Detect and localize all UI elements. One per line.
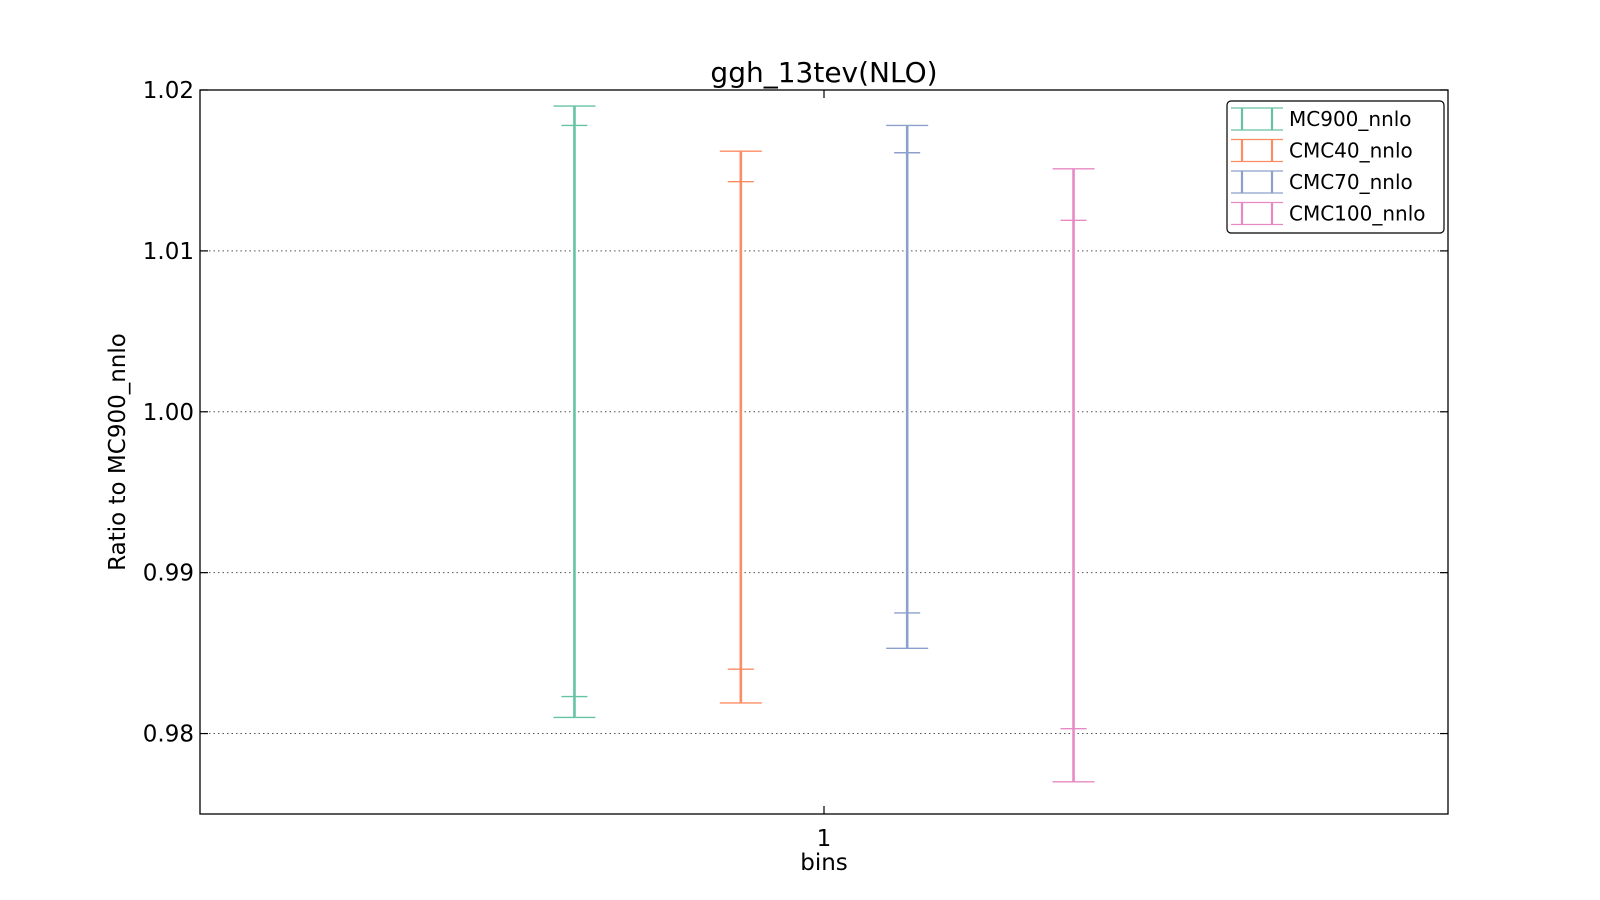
legend-box	[1226, 100, 1445, 234]
y-tick-label: 1.01	[143, 239, 194, 265]
grid	[200, 250, 1448, 735]
y-tick-label: 1.00	[143, 400, 194, 426]
legend-label: CMC100_nnlo	[1289, 202, 1426, 226]
chart-title: ggh_13tev(NLO)	[710, 56, 937, 89]
x-tick-label: 1	[817, 826, 832, 852]
legend-item-MC900_nnlo: MC900_nnlo	[1231, 107, 1412, 131]
legend-item-CMC70_nnlo: CMC70_nnlo	[1231, 170, 1413, 194]
errorbar-CMC100_nnlo	[1052, 168, 1095, 783]
y-tick-label: 0.98	[143, 722, 194, 748]
x-axis-label: bins	[800, 850, 848, 876]
legend-item-CMC40_nnlo: CMC40_nnlo	[1231, 139, 1413, 163]
y-axis-ticks: 0.98 0.99 1.00 1.01 1.02	[143, 78, 1448, 748]
errorbar-MC900_nnlo	[553, 105, 596, 719]
y-tick-label: 1.02	[143, 78, 194, 104]
legend-label: CMC70_nnlo	[1289, 170, 1413, 194]
legend-label: MC900_nnlo	[1289, 107, 1412, 131]
errorbar-CMC70_nnlo	[886, 124, 929, 649]
y-axis-label: Ratio to MC900_nnlo	[105, 333, 131, 571]
legend-item-CMC100_nnlo: CMC100_nnlo	[1231, 202, 1426, 226]
y-tick-label: 0.99	[143, 561, 194, 587]
series-layer	[553, 105, 1095, 783]
x-axis-ticks: 1	[817, 90, 832, 852]
legend-label: CMC40_nnlo	[1289, 139, 1413, 163]
legend: MC900_nnlo CMC40_nnlo CMC70_nnlo CMC100_nnl…	[1226, 100, 1445, 234]
errorbar-CMC40_nnlo	[719, 150, 762, 704]
